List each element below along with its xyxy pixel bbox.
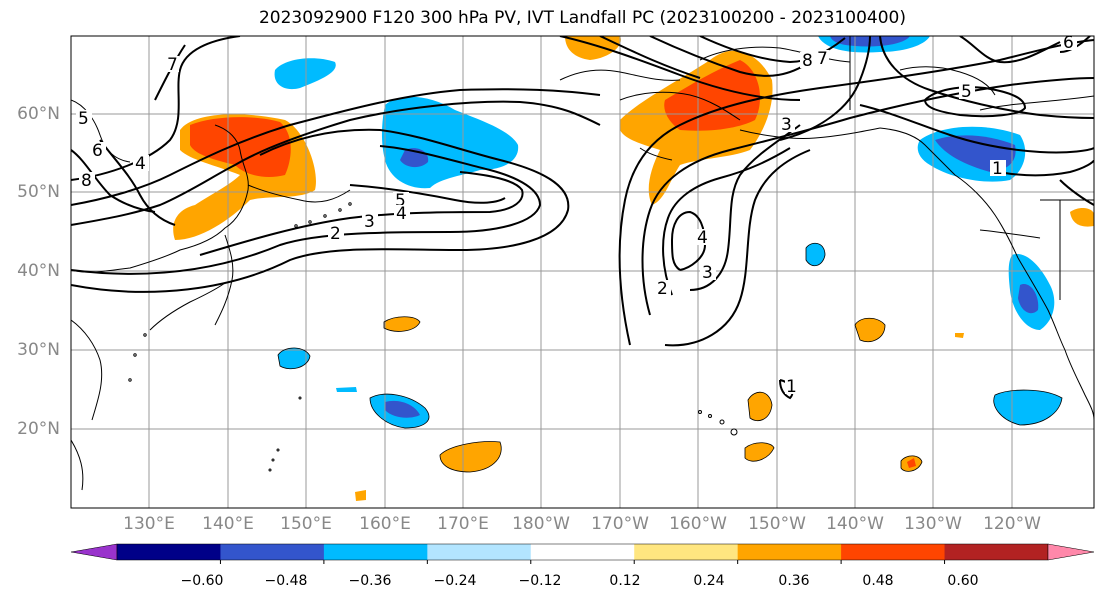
contour-label: 4	[135, 154, 146, 174]
anomaly-orange-small-5	[748, 392, 772, 421]
contour-label: 5	[961, 82, 972, 102]
map-frame	[70, 35, 1095, 509]
contour-label: 3	[781, 115, 792, 135]
pv-contours	[71, 36, 1094, 400]
anomaly-orange-small-8	[955, 333, 964, 338]
lat-label-20n: 20°N	[17, 419, 60, 439]
anomaly-blue-small-1	[278, 347, 310, 369]
lon-label-150w: 150°W	[748, 514, 806, 534]
anomaly-red-alaska	[664, 60, 760, 131]
map-title: 2023092900 F120 300 hPa PV, IVT Landfall…	[258, 8, 906, 28]
contour-label: 4	[396, 204, 407, 224]
lon-label-180w: 180°W	[512, 514, 570, 534]
lon-label-170w: 170°W	[591, 514, 649, 534]
lon-label-140e: 140°E	[202, 514, 254, 534]
anomaly-darkblue-california	[1018, 284, 1039, 314]
contour-label: 6	[92, 141, 103, 161]
colorbar-tick-label: −0.12	[518, 573, 562, 589]
colorbar-segment	[530, 544, 635, 560]
anomaly-orange-small-6	[745, 442, 774, 462]
lon-label-130w: 130°W	[904, 514, 962, 534]
colorbar-tick-label: 0.12	[609, 573, 641, 589]
colorbar-tick-label: −0.48	[264, 573, 308, 589]
contour-label-group: 5 4 3 2 4 3 2 5 3 1 8 7 4 5	[76, 33, 1077, 397]
contour-label: 6	[1063, 33, 1074, 53]
lon-label-150e: 150°E	[280, 514, 332, 534]
contour-label: 8	[802, 51, 813, 71]
colorbar-segment	[117, 544, 221, 560]
anomaly-orange-small-9	[1070, 208, 1094, 227]
anomaly-blue-small-3	[336, 387, 357, 392]
shading-layer	[173, 36, 1094, 501]
colorbar-segment	[323, 544, 428, 560]
lon-label-160e: 160°E	[359, 514, 411, 534]
anomaly-orange-small-4	[855, 318, 885, 342]
lon-label-160w: 160°W	[669, 514, 727, 534]
contour-label: 5	[395, 191, 406, 211]
colorbar-segment	[737, 544, 842, 560]
anomaly-red-small-7	[907, 458, 916, 468]
lat-label-50n: 50°N	[17, 182, 60, 202]
lon-label-120w: 120°W	[983, 514, 1041, 534]
contour-label: 7	[167, 55, 178, 75]
contour-label: 7	[817, 49, 828, 69]
colorbar-segment	[944, 544, 1049, 560]
contour-label: 2	[330, 224, 341, 244]
colorbar-tick-label: 0.60	[947, 573, 979, 589]
contour-label: 1	[992, 159, 1003, 179]
lon-label-130e: 130°E	[123, 514, 175, 534]
colorbar	[70, 543, 1095, 564]
colorbar-segment	[634, 544, 739, 560]
contour-label: 5	[78, 109, 89, 129]
anomaly-orange-small-3	[355, 490, 366, 501]
anomaly-orange-small-2	[440, 441, 502, 472]
lat-label-30n: 30°N	[17, 340, 60, 360]
colorbar-tick-label: −0.36	[348, 573, 392, 589]
colorbar-segment	[220, 544, 325, 560]
lon-label-170e: 170°E	[437, 514, 489, 534]
contour-label: 3	[364, 212, 375, 232]
contour-label: 1	[786, 377, 797, 397]
colorbar-tick-label: −0.24	[433, 573, 477, 589]
anomaly-blue-mexico	[993, 390, 1062, 425]
colorbar-extend-low	[70, 543, 118, 561]
colorbar-tick-label: 0.48	[862, 573, 894, 589]
colorbar-tick-label: 0.36	[778, 573, 810, 589]
lat-label-60n: 60°N	[17, 104, 60, 124]
anomaly-darkblue-small-2	[385, 400, 420, 418]
lon-label-140w: 140°W	[826, 514, 884, 534]
colorbar-tick-label: 0.24	[693, 573, 725, 589]
contour-label: 8	[81, 171, 92, 191]
anomaly-outlines	[277, 242, 1063, 473]
anomaly-orange-small-1	[384, 316, 420, 332]
anomaly-orange-north	[565, 36, 621, 60]
graticule	[71, 36, 1094, 508]
colorbar-extend-high	[1047, 543, 1095, 561]
anomaly-blue-small-4	[806, 243, 825, 266]
lat-label-40n: 40°N	[17, 261, 60, 281]
colorbar-tick-label: −0.60	[180, 573, 224, 589]
contour-label: 2	[657, 279, 668, 299]
anomaly-blue-siberia	[274, 58, 336, 90]
colorbar-segment	[841, 544, 946, 560]
contour-label: 3	[702, 263, 713, 283]
contour-label: 4	[697, 228, 708, 248]
colorbar-segment	[427, 544, 532, 560]
